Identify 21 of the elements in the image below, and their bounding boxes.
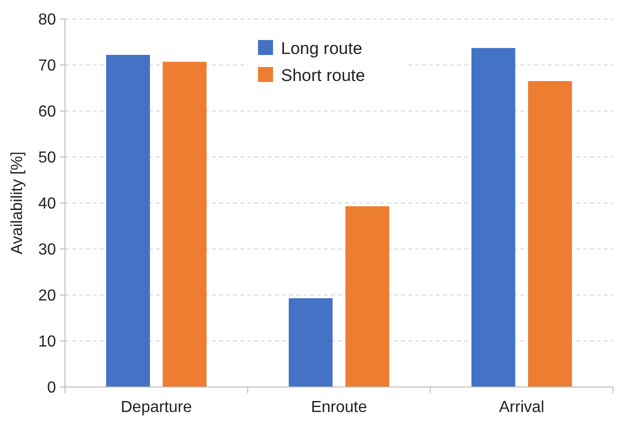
y-tick-label: 10 bbox=[38, 334, 56, 351]
y-tick-label: 80 bbox=[38, 12, 56, 29]
bar bbox=[162, 62, 207, 387]
legend-label: Short route bbox=[281, 66, 366, 85]
y-tick-label: 50 bbox=[38, 150, 56, 167]
y-tick-label: 40 bbox=[38, 196, 56, 213]
y-tick-label: 0 bbox=[47, 380, 56, 397]
bar bbox=[528, 81, 572, 387]
bar bbox=[106, 54, 150, 387]
bar bbox=[471, 48, 516, 387]
x-tick-label: Enroute bbox=[310, 399, 368, 416]
x-tick-label: Departure bbox=[120, 399, 192, 416]
legend-label: Long route bbox=[281, 38, 362, 58]
x-tick-label: Arrival bbox=[498, 399, 544, 416]
y-tick-label: 60 bbox=[38, 104, 56, 121]
y-tick-label: 70 bbox=[38, 58, 56, 75]
y-axis-title: Availability [%] bbox=[9, 152, 26, 254]
y-tick-label: 30 bbox=[38, 242, 56, 259]
bar bbox=[288, 298, 333, 387]
y-tick-label: 20 bbox=[38, 288, 56, 305]
bar bbox=[345, 206, 390, 387]
